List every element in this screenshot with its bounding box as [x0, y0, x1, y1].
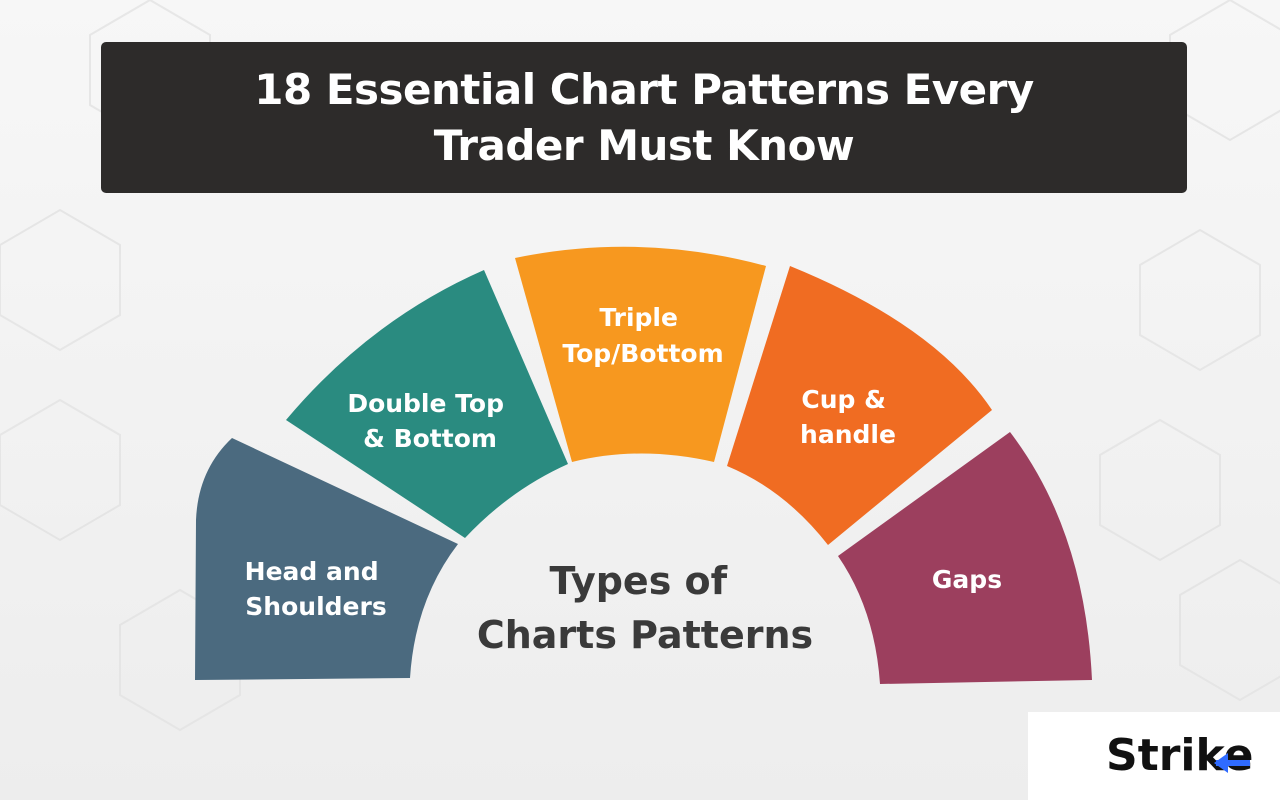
segment-label-double-top-bottom: Double Top & Bottom: [347, 389, 512, 453]
segment-gaps: [838, 432, 1092, 684]
logo-arrow-icon: [1214, 753, 1250, 773]
page-title: 18 Essential Chart Patterns Every Trader…: [254, 64, 1034, 170]
segment-double-top-bottom: [286, 270, 568, 538]
center-label: Types of Charts Patterns: [477, 559, 813, 657]
title-banner: 18 Essential Chart Patterns Every Trader…: [101, 42, 1187, 193]
segment-triple-top-bottom: [515, 246, 766, 462]
segment-label-gaps: Gaps: [932, 565, 1002, 594]
logo-text: Strike: [1106, 730, 1253, 781]
segment-label-triple-top-bottom: Triple Top/Bottom: [562, 303, 723, 368]
strike-logo: Strike: [1028, 712, 1280, 800]
segment-label-head-and-shoulders: Head and Shoulders: [245, 557, 388, 621]
segment-head-and-shoulders: [195, 438, 458, 680]
segment-cup-and-handle: [727, 266, 992, 545]
segment-label-cup-and-handle: Cup & handle: [800, 385, 896, 449]
